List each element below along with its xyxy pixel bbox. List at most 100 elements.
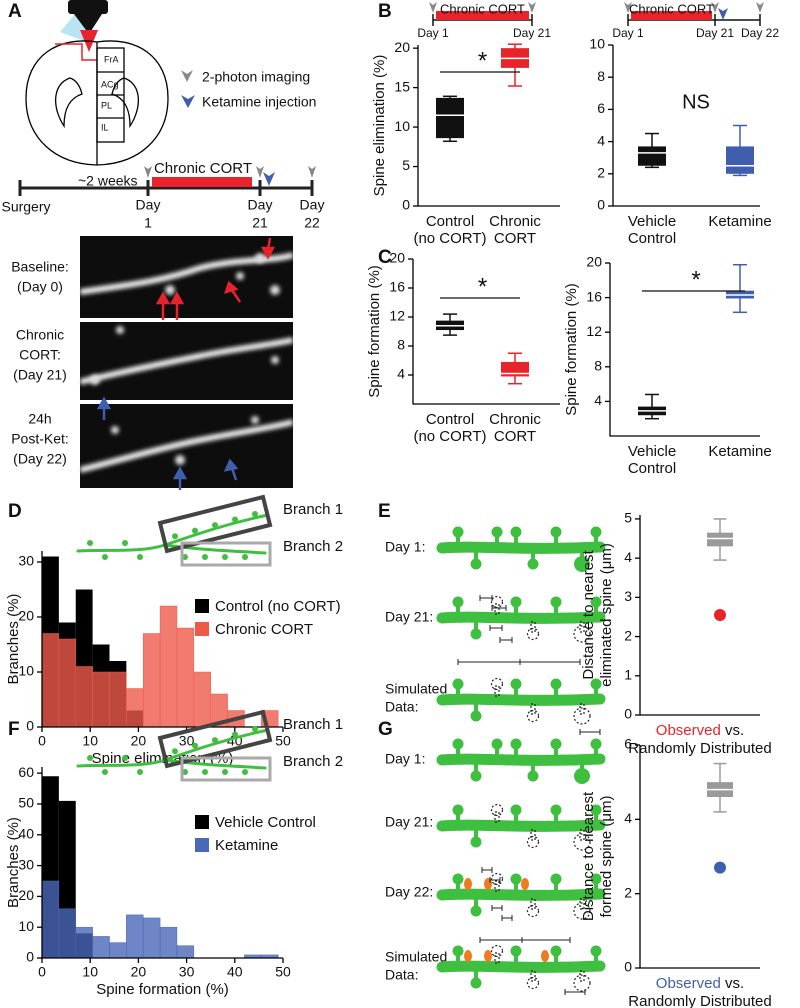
- injection-arrow: [718, 8, 728, 20]
- spine-neck: [554, 534, 558, 544]
- axis: [412, 259, 560, 405]
- panel-letter: D: [8, 501, 22, 522]
- spine-head: [491, 526, 503, 538]
- y-axis-label: eliminated spine (μm): [598, 543, 615, 687]
- spine: [212, 737, 218, 744]
- spine-head: [550, 804, 562, 816]
- x-tick-label: (no CORT): [413, 428, 486, 445]
- image-label: (Day 21): [13, 367, 67, 383]
- dendrite: [436, 888, 606, 901]
- row-label: Simulated: [385, 949, 447, 965]
- spine-neck: [579, 970, 585, 982]
- spine-neck: [531, 764, 535, 774]
- y-tick-label: 20: [394, 39, 410, 55]
- spine-head: [590, 596, 602, 608]
- spine-head: [452, 738, 464, 750]
- spine-neck: [594, 604, 598, 614]
- y-axis-label: Branches (%): [5, 817, 22, 908]
- histogram-bar: [75, 926, 93, 959]
- observed-point: [714, 609, 726, 621]
- spine-head: [590, 873, 602, 885]
- spine-neck: [594, 686, 598, 696]
- spine-head: [590, 945, 602, 957]
- axis: [639, 515, 760, 716]
- spine-neck: [494, 952, 500, 964]
- spine-neck: [530, 970, 536, 982]
- branch-inset: [76, 494, 273, 567]
- timeline-a: [18, 166, 316, 196]
- spine-neck: [554, 604, 558, 614]
- spine: [87, 755, 93, 761]
- dendrite-cartoon: [436, 595, 606, 643]
- spine: [102, 554, 108, 560]
- branch-label: Branch 2: [283, 538, 343, 555]
- panel-letter: C: [378, 247, 392, 268]
- y-tick-label: 0: [26, 718, 34, 734]
- histogram-bar: [41, 880, 60, 959]
- spine: [242, 554, 248, 560]
- y-tick-label: 6: [624, 736, 632, 752]
- brain-schematic: [25, 0, 195, 166]
- spine-head: [470, 770, 482, 782]
- spine-neck: [495, 534, 499, 544]
- legend-label: 2-photon imaging: [202, 69, 310, 85]
- y-tick-label: 30: [18, 856, 34, 872]
- spine-neck: [594, 812, 598, 822]
- spine-neck: [474, 622, 478, 632]
- spine-neck: [456, 686, 460, 696]
- spine-neck: [474, 899, 478, 909]
- y-tick-label: 8: [597, 68, 605, 84]
- timeline-label: Surgery: [1, 199, 50, 215]
- image-label: (Day 22): [13, 451, 67, 467]
- annotation: *: [478, 273, 487, 300]
- new-spine: [484, 950, 492, 962]
- spine-head: [574, 556, 590, 572]
- spine-neck: [579, 621, 585, 633]
- x-tick-label: Control: [628, 230, 676, 247]
- dendrite: [436, 960, 606, 973]
- spine-head: [470, 977, 482, 989]
- x-axis-label: Observed vs.: [656, 975, 744, 992]
- spine-head: [590, 526, 602, 538]
- spine-head: [590, 678, 602, 690]
- random-label: Randomly Distributed: [628, 740, 771, 757]
- x-tick-label: Control: [426, 411, 474, 428]
- spine: [242, 769, 248, 775]
- x-tick-label: (no CORT): [413, 230, 486, 247]
- histogram-bar: [176, 945, 195, 959]
- y-tick-label: 20: [18, 608, 34, 624]
- panel-letter: G: [378, 719, 393, 740]
- y-axis-label: Distance to nearest eliminated spine (μm): [580, 543, 615, 687]
- x-tick-label: Ketamine: [708, 443, 771, 460]
- spine-head: [510, 873, 522, 885]
- region-label: ACg: [101, 79, 119, 89]
- y-tick-label: 5: [402, 157, 410, 173]
- spine-head: [550, 873, 562, 885]
- spine-neck: [530, 703, 536, 715]
- spine-neck: [514, 746, 518, 756]
- spine-head: [452, 678, 464, 690]
- y-tick-label: 4: [624, 549, 632, 565]
- header-day: Day 21: [696, 26, 734, 40]
- region-label: IL: [101, 122, 109, 132]
- x-tick-label: 30: [179, 733, 195, 749]
- y-tick-label: 8: [397, 337, 405, 353]
- spine-neck: [494, 685, 500, 697]
- image-label: Baseline:: [11, 259, 69, 275]
- image-label: (Day 0): [17, 279, 63, 295]
- y-tick-label: 60: [18, 764, 34, 780]
- observed-point: [714, 861, 726, 874]
- legend-swatch: [195, 838, 209, 852]
- dendrite: [436, 611, 606, 624]
- image-label: 24h: [28, 411, 51, 427]
- histogram-bar: [58, 908, 76, 959]
- y-tick-label: 20: [586, 254, 602, 270]
- spine-neck: [514, 953, 518, 963]
- x-tick-label: Control: [628, 460, 676, 477]
- dendrite-cartoon: [436, 738, 606, 784]
- y-axis-label: Branches (%): [5, 594, 22, 685]
- histogram-bar: [159, 605, 178, 728]
- y-tick-label: 4: [594, 392, 602, 408]
- histogram-bar: [142, 633, 161, 728]
